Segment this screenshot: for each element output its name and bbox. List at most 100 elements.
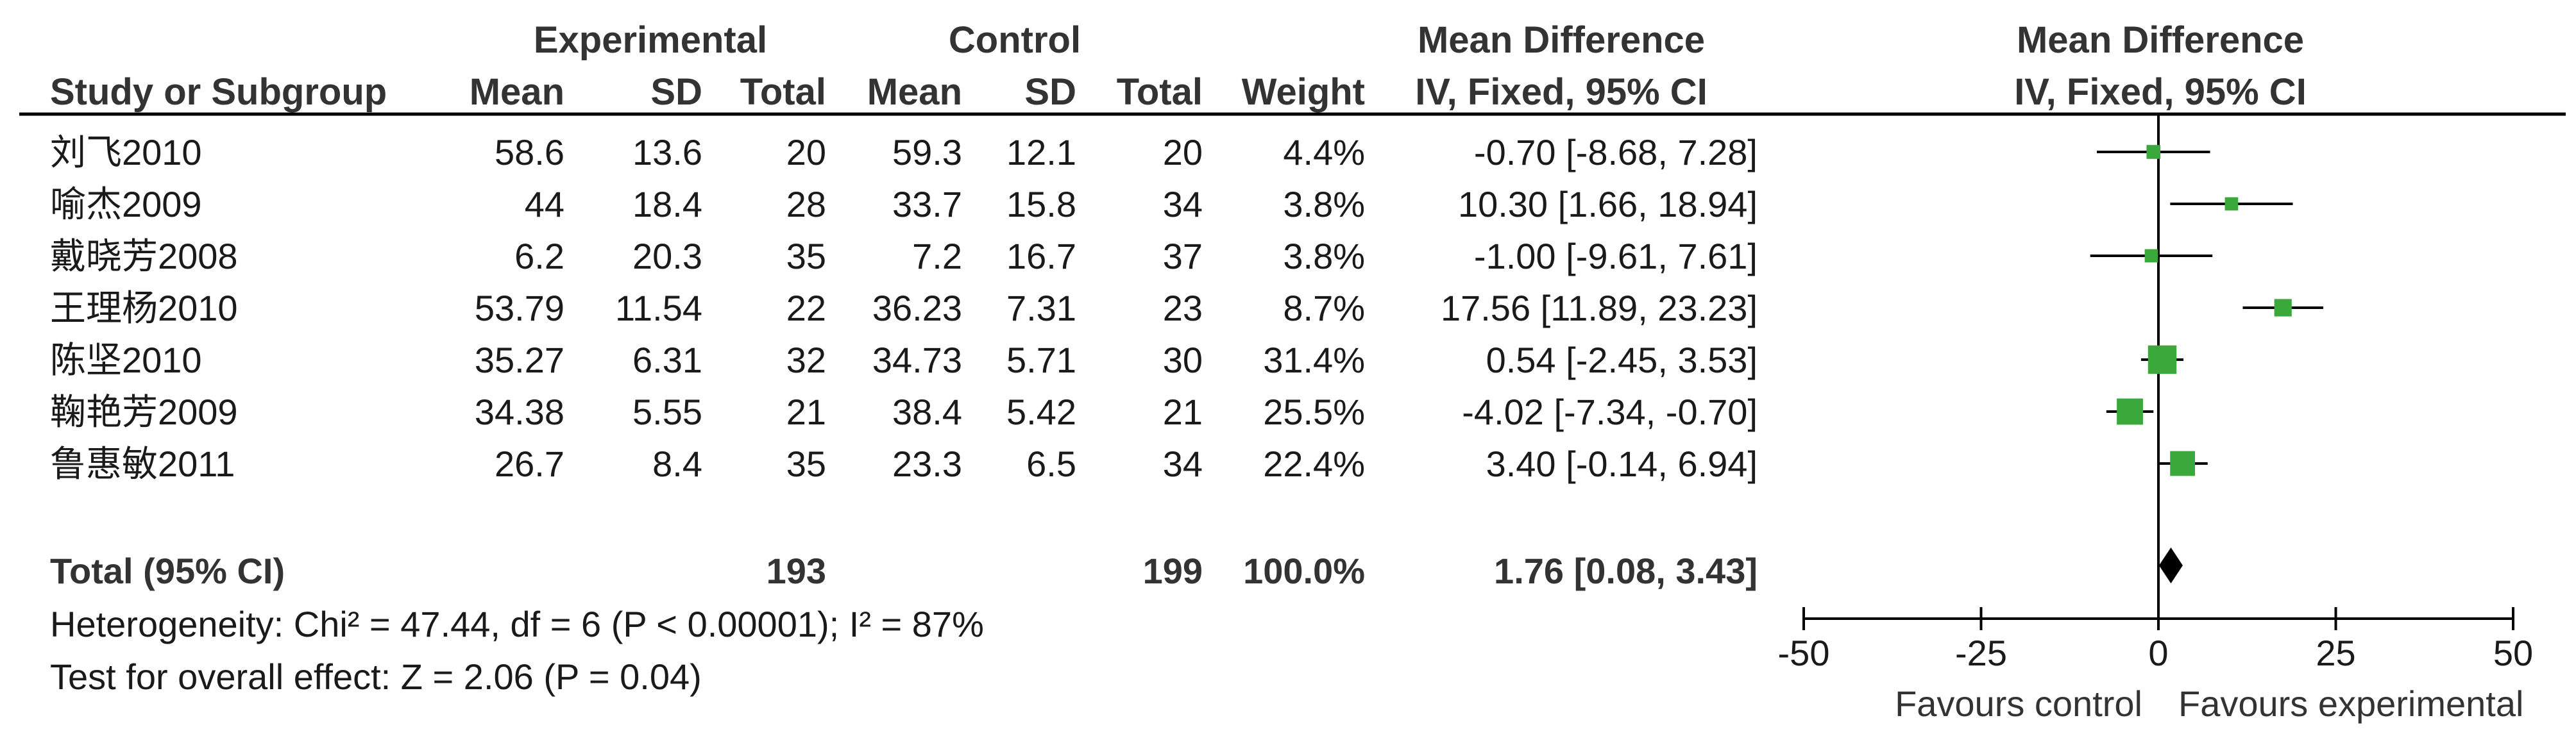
cell-weight: 22.4% — [1263, 444, 1365, 484]
study-name: 鞠艳芳2009 — [50, 392, 238, 432]
cell-ctl-n: 20 — [1163, 132, 1203, 172]
cell-weight: 31.4% — [1263, 340, 1365, 380]
plot-area: -50 -25 0 25 50 — [1778, 114, 2533, 673]
study-name: 陈坚2010 — [50, 340, 202, 380]
group-header-control: Control — [949, 19, 1081, 61]
cell-exp-n: 20 — [786, 132, 826, 172]
cell-ci: 3.40 [-0.14, 6.94] — [1486, 444, 1758, 484]
cell-exp-n: 21 — [786, 392, 826, 432]
study-name: 王理杨2010 — [50, 288, 238, 328]
cell-ctl-sd: 12.1 — [1006, 132, 1076, 172]
study-row: 陈坚2010 35.27 6.31 32 34.73 5.71 30 31.4% 0.54 [-… — [50, 340, 1758, 380]
point-estimate-square — [2148, 345, 2177, 374]
group-header-experimental: Experimental — [534, 19, 767, 61]
header-ctl-sd: SD — [1024, 71, 1076, 113]
header-exp-total: Total — [740, 71, 826, 113]
cell-ctl-n: 34 — [1163, 184, 1203, 224]
study-name: 喻杰2009 — [50, 184, 202, 224]
study-name: 刘飞2010 — [50, 132, 202, 172]
cell-ctl-sd: 5.42 — [1006, 392, 1076, 432]
cell-ctl-mean: 38.4 — [892, 392, 962, 432]
point-estimate-square — [2146, 145, 2161, 159]
header-exp-sd: SD — [650, 71, 702, 113]
study-row: 喻杰2009 44 18.4 28 33.7 15.8 34 3.8% 10.30 [1.66,… — [50, 184, 1758, 224]
cell-exp-sd: 13.6 — [632, 132, 702, 172]
x-tick-label: 0 — [2148, 633, 2168, 673]
cell-ctl-n: 30 — [1163, 340, 1203, 380]
cell-ctl-sd: 5.71 — [1006, 340, 1076, 380]
point-estimate-square — [2274, 299, 2292, 317]
study-name: 戴晓芳2008 — [50, 236, 238, 276]
cell-ctl-mean: 33.7 — [892, 184, 962, 224]
total-label: Total (95% CI) — [50, 551, 285, 591]
cell-exp-mean: 35.27 — [475, 340, 564, 380]
favours-experimental-label: Favours experimental — [2178, 683, 2523, 724]
study-row: 刘飞2010 58.6 13.6 20 59.3 12.1 20 4.4% -0.70 [-8.… — [50, 132, 1758, 172]
cell-weight: 3.8% — [1283, 184, 1365, 224]
cell-exp-sd: 20.3 — [632, 236, 702, 276]
cell-exp-sd: 11.54 — [615, 288, 702, 328]
cell-ctl-mean: 36.23 — [872, 288, 962, 328]
overall-effect-note: Test for overall effect: Z = 2.06 (P = 0… — [50, 656, 702, 697]
cell-exp-n: 22 — [786, 288, 826, 328]
point-estimate-square — [2170, 451, 2195, 476]
pooled-estimate-diamond — [2158, 547, 2183, 583]
cell-ctl-n: 23 — [1163, 288, 1203, 328]
x-tick-label: 50 — [2493, 633, 2533, 673]
header-weight: Weight — [1242, 71, 1365, 113]
cell-ci: -0.70 [-8.68, 7.28] — [1474, 132, 1758, 172]
cell-ctl-sd: 6.5 — [1026, 444, 1076, 484]
study-row: 戴晓芳2008 6.2 20.3 35 7.2 16.7 37 3.8% -1.00 [-9.6… — [50, 236, 1758, 276]
cell-ctl-n: 21 — [1163, 392, 1203, 432]
cell-exp-n: 35 — [786, 444, 826, 484]
x-tick-label: 25 — [2316, 633, 2355, 673]
header-exp-mean: Mean — [470, 71, 564, 113]
header-method-table: IV, Fixed, 95% CI — [1415, 71, 1707, 113]
study-row: 鲁惠敏2011 26.7 8.4 35 23.3 6.5 34 22.4% 3.40 [-0.1… — [50, 444, 1758, 484]
point-estimate-square — [2144, 249, 2158, 263]
header-study-or-subgroup: Study or Subgroup — [50, 71, 387, 113]
cell-exp-mean: 34.38 — [475, 392, 564, 432]
heterogeneity-note: Heterogeneity: Chi² = 47.44, df = 6 (P <… — [50, 604, 984, 644]
x-tick-label: -25 — [1955, 633, 2007, 673]
footer-notes: Heterogeneity: Chi² = 47.44, df = 6 (P <… — [50, 604, 984, 697]
favours-labels: Favours control Favours experimental — [1895, 683, 2523, 724]
header-mean-difference-table: Mean Difference — [1418, 19, 1705, 61]
cell-exp-n: 32 — [786, 340, 826, 380]
cell-exp-sd: 8.4 — [652, 444, 702, 484]
cell-exp-n: 28 — [786, 184, 826, 224]
cell-ctl-mean: 59.3 — [892, 132, 962, 172]
cell-exp-mean: 53.79 — [475, 288, 564, 328]
cell-ctl-sd: 7.31 — [1006, 288, 1076, 328]
total-exp-n: 193 — [767, 551, 826, 591]
header-ctl-mean: Mean — [867, 71, 962, 113]
total-row: Total (95% CI) 193 199 100.0% 1.76 [0.08… — [50, 551, 1758, 591]
cell-exp-mean: 58.6 — [495, 132, 564, 172]
cell-ctl-n: 37 — [1163, 236, 1203, 276]
cell-ci: -1.00 [-9.61, 7.61] — [1474, 236, 1758, 276]
total-ci: 1.76 [0.08, 3.43] — [1494, 551, 1758, 591]
table-header: Experimental Control Mean Difference Mea… — [19, 19, 2566, 116]
study-row: 鞠艳芳2009 34.38 5.55 21 38.4 5.42 21 25.5% -4.02 [… — [50, 392, 1758, 432]
cell-exp-sd: 6.31 — [632, 340, 702, 380]
header-mean-difference-plot: Mean Difference — [2017, 19, 2304, 61]
x-tick-label: -50 — [1778, 633, 1830, 673]
favours-control-label: Favours control — [1895, 683, 2142, 724]
point-estimate-square — [2224, 197, 2239, 211]
cell-ctl-sd: 16.7 — [1006, 236, 1076, 276]
study-row: 王理杨2010 53.79 11.54 22 36.23 7.31 23 8.7% 17.56 … — [50, 288, 1758, 328]
header-ctl-total: Total — [1117, 71, 1203, 113]
cell-weight: 25.5% — [1263, 392, 1365, 432]
header-method-plot: IV, Fixed, 95% CI — [2014, 71, 2307, 113]
total-ctl-n: 199 — [1143, 551, 1203, 591]
cell-exp-mean: 26.7 — [495, 444, 564, 484]
point-estimate-square — [2117, 398, 2143, 425]
cell-exp-mean: 44 — [525, 184, 564, 224]
cell-exp-sd: 5.55 — [632, 392, 702, 432]
cell-exp-mean: 6.2 — [514, 236, 564, 276]
cell-ctl-mean: 7.2 — [912, 236, 962, 276]
cell-ci: 0.54 [-2.45, 3.53] — [1486, 340, 1758, 380]
cell-ctl-mean: 34.73 — [872, 340, 962, 380]
cell-weight: 8.7% — [1283, 288, 1365, 328]
